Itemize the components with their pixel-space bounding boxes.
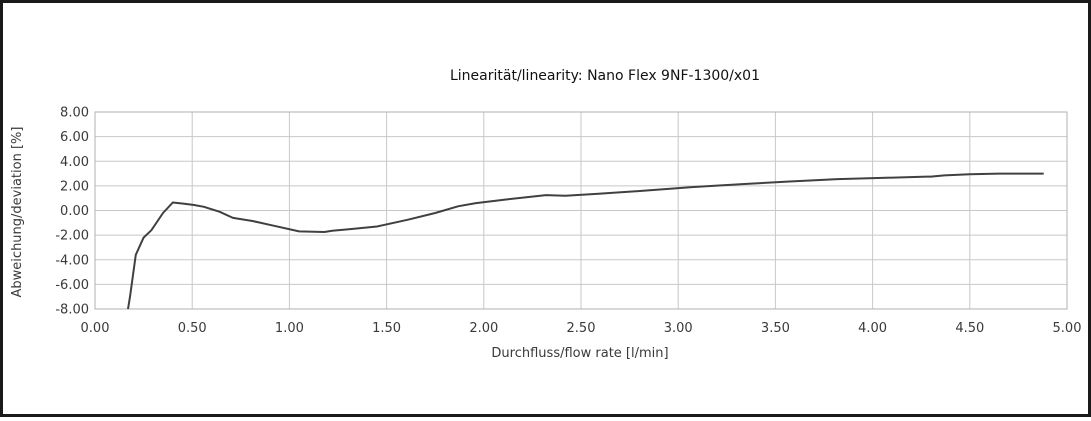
x-tick-label: 5.00 <box>1053 321 1082 336</box>
y-tick-label: -8.00 <box>55 303 89 318</box>
chart-title: Linearität/linearity: Nano Flex 9NF-1300… <box>450 68 760 84</box>
y-tick-label: 6.00 <box>60 130 89 145</box>
x-tick-label: 1.50 <box>372 321 401 336</box>
x-tick-label: 2.50 <box>567 321 596 336</box>
y-tick-label: 2.00 <box>60 179 89 194</box>
x-tick-label: 3.50 <box>761 321 790 336</box>
x-tick-label: 4.00 <box>858 321 887 336</box>
y-tick-label: 8.00 <box>60 106 89 121</box>
y-tick-label: -6.00 <box>55 278 89 293</box>
x-tick-label: 0.50 <box>178 321 207 336</box>
y-tick-label: -2.00 <box>55 229 89 244</box>
x-tick-label: 1.00 <box>275 321 304 336</box>
y-tick-label: -4.00 <box>55 253 89 268</box>
y-axis-label: Abweichung/deviation [%] <box>10 127 25 298</box>
y-tick-label: 4.00 <box>60 155 89 170</box>
x-tick-label: 3.00 <box>664 321 693 336</box>
x-tick-label: 2.00 <box>469 321 498 336</box>
x-axis-label: Durchfluss/flow rate [l/min] <box>491 346 668 361</box>
x-tick-label: 0.00 <box>81 321 110 336</box>
x-tick-label: 4.50 <box>955 321 984 336</box>
y-tick-label: 0.00 <box>60 204 89 219</box>
